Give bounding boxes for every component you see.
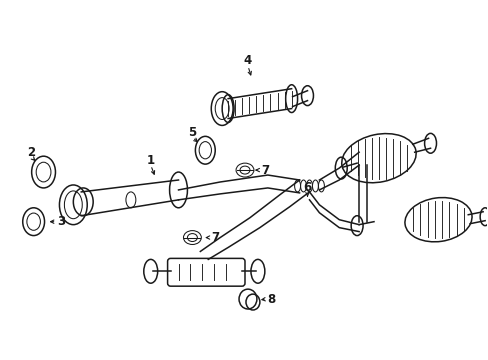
- Text: 4: 4: [244, 54, 252, 67]
- Text: 6: 6: [303, 181, 311, 194]
- Text: 8: 8: [267, 293, 275, 306]
- Text: 7: 7: [260, 163, 268, 176]
- Text: 2: 2: [27, 146, 36, 159]
- Text: 5: 5: [188, 126, 196, 139]
- Text: 1: 1: [146, 154, 155, 167]
- Text: 7: 7: [211, 231, 219, 244]
- Text: 3: 3: [57, 215, 65, 228]
